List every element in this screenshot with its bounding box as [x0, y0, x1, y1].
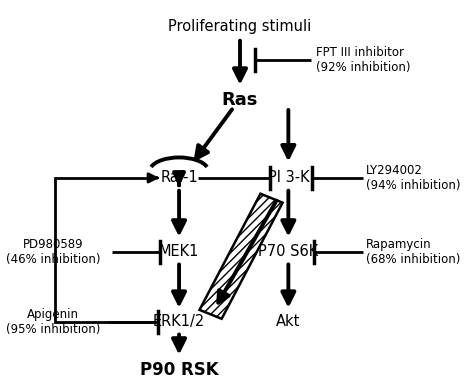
Polygon shape	[200, 194, 283, 319]
Text: Raf-1: Raf-1	[160, 170, 198, 186]
Text: Rapamycin
(68% inhibition): Rapamycin (68% inhibition)	[366, 238, 461, 266]
Text: Akt: Akt	[276, 314, 301, 329]
Text: P90 RSK: P90 RSK	[140, 361, 219, 378]
Text: FPT III inhibitor
(92% inhibition): FPT III inhibitor (92% inhibition)	[316, 46, 410, 74]
Text: PD980589
(46% inhibition): PD980589 (46% inhibition)	[6, 238, 100, 266]
Text: ERK1/2: ERK1/2	[153, 314, 205, 329]
Text: Apigenin
(95% inhibition): Apigenin (95% inhibition)	[6, 308, 100, 336]
Text: Ras: Ras	[222, 91, 258, 109]
Text: MEK1: MEK1	[159, 244, 199, 259]
Text: LY294002
(94% inhibition): LY294002 (94% inhibition)	[366, 164, 461, 192]
Text: Proliferating stimuli: Proliferating stimuli	[168, 19, 311, 34]
Text: P70 S6K: P70 S6K	[258, 244, 319, 259]
Text: PI 3-K: PI 3-K	[267, 170, 309, 186]
